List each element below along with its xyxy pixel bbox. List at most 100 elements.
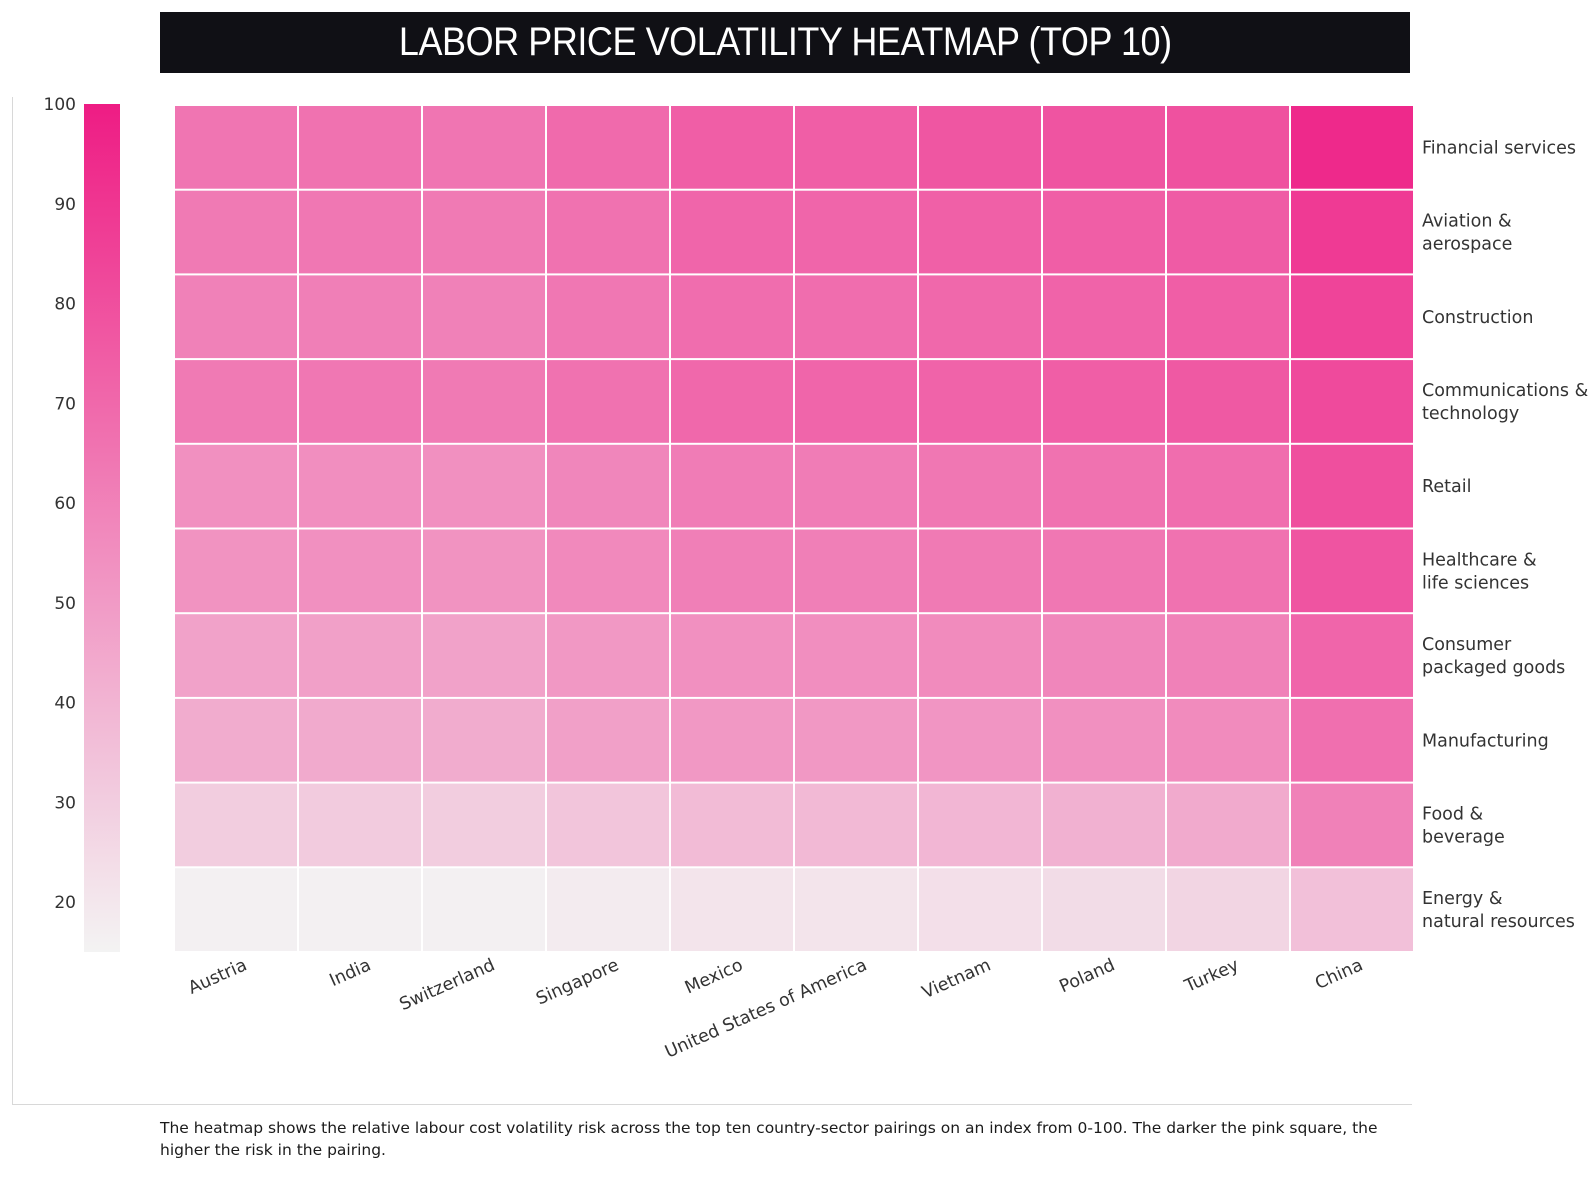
- heatmap-cell: [423, 783, 545, 867]
- heatmap-cell: [547, 868, 669, 951]
- heatmap-cell: [1291, 614, 1413, 697]
- heatmap-cell: [547, 698, 669, 782]
- column-label: Poland: [1057, 955, 1119, 997]
- heatmap-cell: [1043, 868, 1165, 951]
- heatmap-cell: [919, 783, 1041, 867]
- heatmap-cell: [671, 529, 793, 613]
- heatmap-cell: [299, 529, 421, 613]
- colorbar-tick-label: 70: [54, 394, 76, 414]
- heatmap-cell: [423, 190, 545, 274]
- heatmap-cell: [795, 275, 917, 359]
- heatmap-cell: [423, 360, 545, 443]
- heatmap-cell: [1167, 190, 1289, 274]
- heatmap-cell: [1291, 106, 1413, 189]
- heatmap-cell: [1167, 698, 1289, 782]
- heatmap-cell: [547, 783, 669, 867]
- heatmap-cell: [175, 868, 297, 951]
- heatmap-cell: [423, 444, 545, 528]
- colorbar-tick-label: 40: [54, 694, 76, 714]
- heatmap-cell: [547, 614, 669, 697]
- heatmap-cell: [547, 529, 669, 613]
- row-label: Construction: [1422, 308, 1533, 328]
- colorbar-tick-label: 50: [54, 594, 76, 614]
- heatmap-cell: [671, 614, 793, 697]
- heatmap-cell: [671, 360, 793, 443]
- row-label: Manufacturing: [1422, 731, 1549, 751]
- heatmap-cell: [671, 106, 793, 189]
- heatmap-cell: [175, 275, 297, 359]
- row-label: Food & beverage: [1422, 804, 1505, 847]
- heatmap-cell: [1043, 106, 1165, 189]
- column-label: Mexico: [682, 955, 746, 998]
- chart-note: The heatmap shows the relative labour co…: [160, 1119, 1378, 1159]
- heatmap-cell: [1167, 360, 1289, 443]
- heatmap-cell: [1043, 444, 1165, 528]
- heatmap-cell: [299, 698, 421, 782]
- column-label: China: [1312, 955, 1366, 994]
- heatmap-cell: [175, 106, 297, 189]
- heatmap-cell: [175, 529, 297, 613]
- heatmap-cell: [671, 698, 793, 782]
- heatmap-cell: [299, 106, 421, 189]
- heatmap-cell: [175, 360, 297, 443]
- heatmap-cell: [1291, 360, 1413, 443]
- heatmap-cell: [423, 698, 545, 782]
- column-label: Singapore: [533, 955, 622, 1009]
- heatmap-cell: [1167, 783, 1289, 867]
- colorbar-tick-label: 90: [54, 195, 76, 215]
- heatmap-cell: [671, 444, 793, 528]
- heatmap-cell: [299, 783, 421, 867]
- title-bar: LABOR PRICE VOLATILITY HEATMAP (TOP 10): [160, 12, 1410, 73]
- heatmap-cell: [1167, 444, 1289, 528]
- heatmap-cell: [299, 614, 421, 697]
- heatmap-cell: [299, 190, 421, 274]
- heatmap-cell: [175, 444, 297, 528]
- chart-title: LABOR PRICE VOLATILITY HEATMAP (TOP 10): [398, 20, 1172, 64]
- row-label: Financial services: [1422, 138, 1576, 158]
- heatmap-cell: [919, 614, 1041, 697]
- row-label: Energy & natural resources: [1422, 889, 1575, 932]
- heatmap-cell: [1291, 275, 1413, 359]
- heatmap-cell: [1291, 698, 1413, 782]
- heatmap-cell: [671, 868, 793, 951]
- heatmap-cell: [1043, 783, 1165, 867]
- heatmap-cell: [1043, 360, 1165, 443]
- heatmap-cell: [299, 444, 421, 528]
- heatmap-cell: [1291, 529, 1413, 613]
- column-label: Vietnam: [919, 955, 994, 1003]
- heatmap-cell: [299, 275, 421, 359]
- heatmap-cell: [795, 529, 917, 613]
- heatmap-cell: [795, 444, 917, 528]
- heatmap-cell: [1043, 275, 1165, 359]
- heatmap-cell: [919, 868, 1041, 951]
- column-label: Austria: [185, 955, 250, 998]
- heatmap-cell: [1291, 868, 1413, 951]
- heatmap-cell: [1291, 190, 1413, 274]
- heatmap-cell: [423, 614, 545, 697]
- heatmap-cell: [795, 868, 917, 951]
- heatmap-cell: [1167, 106, 1289, 189]
- heatmap-cell: [919, 360, 1041, 443]
- heatmap-cell: [1167, 275, 1289, 359]
- column-label: Switzerland: [397, 955, 498, 1015]
- row-label: Healthcare & life sciences: [1422, 550, 1537, 593]
- heatmap-cell: [423, 529, 545, 613]
- heatmap-cell: [671, 783, 793, 867]
- heatmap-cell: [919, 529, 1041, 613]
- heatmap-cell: [1291, 444, 1413, 528]
- heatmap-cell: [1043, 190, 1165, 274]
- heatmap-cell: [919, 190, 1041, 274]
- heatmap-cell: [175, 190, 297, 274]
- heatmap-cell: [1043, 614, 1165, 697]
- heatmap-cell: [671, 190, 793, 274]
- colorbar-tick-label: 60: [54, 494, 76, 514]
- heatmap-cell: [1167, 614, 1289, 697]
- heatmap-cell: [1043, 698, 1165, 782]
- column-label: United States of America: [662, 955, 870, 1062]
- row-label: Consumer packaged goods: [1422, 635, 1565, 678]
- row-label: Aviation & aerospace: [1422, 212, 1512, 255]
- heatmap-cell: [1167, 529, 1289, 613]
- heatmap-cell: [423, 106, 545, 189]
- heatmap-cell: [547, 190, 669, 274]
- column-label: Turkey: [1181, 955, 1242, 997]
